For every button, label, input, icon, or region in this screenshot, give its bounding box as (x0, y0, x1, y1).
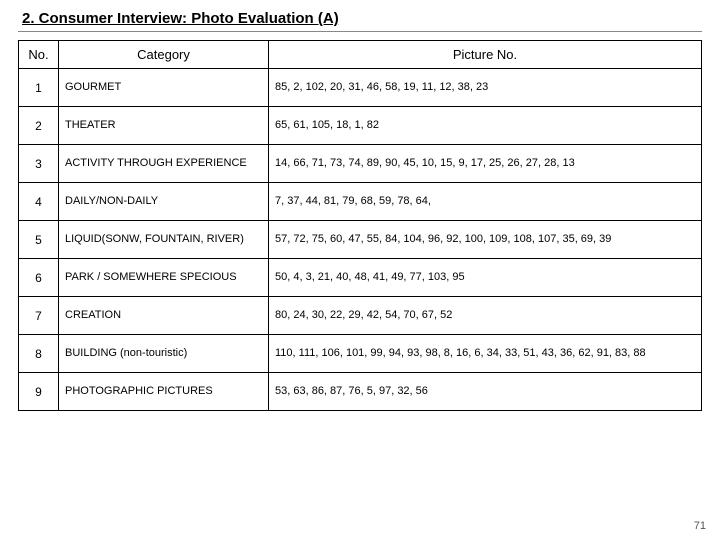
table-header-row: No. Category Picture No. (19, 41, 702, 69)
table-row: 8 BUILDING (non-touristic) 110, 111, 106… (19, 335, 702, 373)
cell-category: CREATION (59, 297, 269, 335)
photo-eval-table: No. Category Picture No. 1 GOURMET 85, 2… (18, 40, 702, 411)
table-row: 5 LIQUID(SONW, FOUNTAIN, RIVER) 57, 72, … (19, 221, 702, 259)
cell-picture: 110, 111, 106, 101, 99, 94, 93, 98, 8, 1… (269, 335, 702, 373)
header-category: Category (59, 41, 269, 69)
cell-no: 2 (19, 107, 59, 145)
cell-category: BUILDING (non-touristic) (59, 335, 269, 373)
table-row: 7 CREATION 80, 24, 30, 22, 29, 42, 54, 7… (19, 297, 702, 335)
cell-no: 3 (19, 145, 59, 183)
table-row: 4 DAILY/NON-DAILY 7, 37, 44, 81, 79, 68,… (19, 183, 702, 221)
header-picture: Picture No. (269, 41, 702, 69)
cell-picture: 7, 37, 44, 81, 79, 68, 59, 78, 64, (269, 183, 702, 221)
cell-picture: 65, 61, 105, 18, 1, 82 (269, 107, 702, 145)
page-container: 2. Consumer Interview: Photo Evaluation … (0, 0, 720, 411)
cell-picture: 80, 24, 30, 22, 29, 42, 54, 70, 67, 52 (269, 297, 702, 335)
cell-no: 1 (19, 69, 59, 107)
cell-no: 8 (19, 335, 59, 373)
table-row: 1 GOURMET 85, 2, 102, 20, 31, 46, 58, 19… (19, 69, 702, 107)
cell-picture: 14, 66, 71, 73, 74, 89, 90, 45, 10, 15, … (269, 145, 702, 183)
page-number: 71 (694, 520, 706, 532)
table-row: 6 PARK / SOMEWHERE SPECIOUS 50, 4, 3, 21… (19, 259, 702, 297)
table-row: 3 ACTIVITY THROUGH EXPERIENCE 14, 66, 71… (19, 145, 702, 183)
cell-no: 9 (19, 373, 59, 411)
cell-no: 4 (19, 183, 59, 221)
cell-no: 6 (19, 259, 59, 297)
cell-no: 7 (19, 297, 59, 335)
cell-category: PHOTOGRAPHIC PICTURES (59, 373, 269, 411)
cell-picture: 53, 63, 86, 87, 76, 5, 97, 32, 56 (269, 373, 702, 411)
cell-category: PARK / SOMEWHERE SPECIOUS (59, 259, 269, 297)
table-row: 2 THEATER 65, 61, 105, 18, 1, 82 (19, 107, 702, 145)
cell-picture: 85, 2, 102, 20, 31, 46, 58, 19, 11, 12, … (269, 69, 702, 107)
cell-category: ACTIVITY THROUGH EXPERIENCE (59, 145, 269, 183)
table-row: 9 PHOTOGRAPHIC PICTURES 53, 63, 86, 87, … (19, 373, 702, 411)
cell-category: GOURMET (59, 69, 269, 107)
cell-picture: 57, 72, 75, 60, 47, 55, 84, 104, 96, 92,… (269, 221, 702, 259)
page-title: 2. Consumer Interview: Photo Evaluation … (22, 10, 702, 27)
title-divider (18, 31, 702, 32)
header-no: No. (19, 41, 59, 69)
cell-no: 5 (19, 221, 59, 259)
cell-category: LIQUID(SONW, FOUNTAIN, RIVER) (59, 221, 269, 259)
cell-picture: 50, 4, 3, 21, 40, 48, 41, 49, 77, 103, 9… (269, 259, 702, 297)
cell-category: THEATER (59, 107, 269, 145)
cell-category: DAILY/NON-DAILY (59, 183, 269, 221)
